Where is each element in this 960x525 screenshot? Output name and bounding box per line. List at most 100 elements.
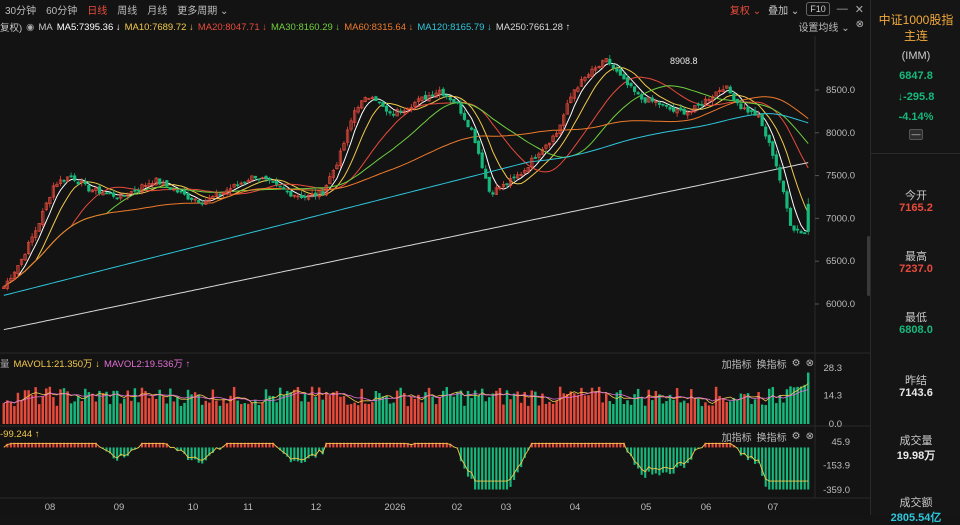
ma250-value: MA250:7661.28 ↑ <box>495 21 571 33</box>
candle-body <box>406 108 410 111</box>
candle-body <box>34 230 38 238</box>
volume-bar <box>45 388 48 424</box>
volume-bar <box>640 397 643 424</box>
volume-bar <box>725 402 728 424</box>
candle-body <box>693 105 697 113</box>
candle-body <box>48 197 52 204</box>
volume-bar <box>601 402 604 424</box>
panel-scrollbar[interactable] <box>867 236 870 296</box>
candle-body <box>533 157 537 159</box>
tab-60min[interactable]: 60分钟 <box>46 5 78 17</box>
volume-bar <box>395 390 399 424</box>
candle-body <box>611 64 615 69</box>
volume-bar <box>622 403 626 424</box>
volume-bar <box>672 399 675 424</box>
volume-bar <box>488 397 491 424</box>
candle-body <box>335 164 339 169</box>
close-icon[interactable]: ✕ <box>854 3 864 16</box>
candle-body <box>671 107 676 112</box>
candle-body <box>629 83 633 87</box>
candle-body <box>590 68 594 77</box>
candle-body <box>154 177 158 186</box>
candle-body <box>625 77 630 86</box>
minimize-icon[interactable]: — <box>836 3 848 15</box>
close-icon[interactable]: ⊗ <box>805 358 814 369</box>
close-icon[interactable]: ⊗ <box>805 431 814 442</box>
add-indicator-button[interactable]: 加指标 <box>721 360 752 371</box>
candle-body <box>636 92 640 95</box>
candle-body <box>469 127 474 130</box>
set-ma-button[interactable]: 设置均线 ⌄ <box>798 19 849 34</box>
candle-body <box>331 169 335 178</box>
volume-bar <box>94 401 98 424</box>
date-axis-label: 12 <box>311 502 322 513</box>
overlay-dropdown[interactable]: 叠加 ⌄ <box>768 2 799 17</box>
tab-monthly[interactable]: 月线 <box>147 5 168 17</box>
candle-body <box>615 68 619 72</box>
candle-body <box>129 191 133 195</box>
candle-body <box>384 105 389 112</box>
adjust-dropdown[interactable]: 复权 ⌄ <box>730 2 761 17</box>
tab-more-periods[interactable]: 更多周期 ⌄ <box>172 2 233 17</box>
volume-bar <box>760 404 764 424</box>
candle-body <box>484 168 488 179</box>
volume-bar <box>105 391 108 424</box>
ma30-value: MA30:8160.29 ↓ <box>271 21 341 33</box>
switch-indicator-button[interactable]: 换指标 <box>756 433 787 444</box>
candle-body <box>345 129 350 143</box>
candle-body <box>402 110 406 114</box>
volume-bar <box>222 399 225 424</box>
candle-body <box>367 98 371 100</box>
candle-body <box>76 181 80 185</box>
candle-body <box>423 94 428 100</box>
close-panel-icon[interactable]: ⊗ <box>855 19 864 30</box>
candle-body <box>664 105 669 107</box>
volume-bar <box>278 387 282 424</box>
volume-bar <box>580 387 583 424</box>
candle-body <box>314 192 318 197</box>
volume-bar <box>534 391 537 424</box>
ma120-line <box>3 113 809 296</box>
volume-bar <box>729 401 732 424</box>
volume-bar <box>746 393 750 424</box>
candle-body <box>519 174 523 176</box>
volume-bar <box>438 396 441 424</box>
volume-bar <box>353 402 356 424</box>
candle-body <box>445 94 449 97</box>
volume-bar <box>743 394 746 424</box>
kline-chart[interactable]: 8500.0 8000.0 7500.0 7000.0 6500.0 6000.0 28.3… <box>0 0 870 515</box>
eye-icon[interactable]: ◉ <box>26 21 35 33</box>
add-indicator-button[interactable]: 加指标 <box>721 433 752 444</box>
toolbar-right: 复权 ⌄ 叠加 ⌄ F10 — ✕ <box>730 0 864 18</box>
candle-body <box>182 190 187 195</box>
f10-button[interactable]: F10 <box>806 2 830 16</box>
tab-30min[interactable]: 30分钟 <box>5 5 37 17</box>
candle-body <box>381 102 385 107</box>
volume-bar <box>27 390 30 424</box>
volume-bar <box>757 392 760 424</box>
candle-body <box>434 92 438 98</box>
price-change: ↓-295.8 <box>897 91 935 103</box>
candle-body <box>104 192 109 195</box>
gear-icon[interactable]: ⚙ <box>791 431 801 442</box>
price-tick-label: 8000.0 <box>826 128 855 139</box>
volume-bar <box>193 392 197 424</box>
volume-bar <box>679 402 682 424</box>
volume-bar <box>789 386 792 424</box>
switch-indicator-button[interactable]: 换指标 <box>756 360 787 371</box>
tab-daily[interactable]: 日线 <box>87 5 108 17</box>
volume-bar <box>130 400 133 424</box>
candle-body <box>374 96 378 102</box>
chart-area[interactable]: 8500.0 8000.0 7500.0 7000.0 6500.0 6000.0 28.3… <box>0 0 870 515</box>
candle-body <box>597 66 601 68</box>
candle-body <box>700 104 704 106</box>
gear-icon[interactable]: ⚙ <box>791 358 801 369</box>
candle-body <box>505 183 509 186</box>
ma-settings: 设置均线 ⌄ ⊗ <box>798 19 864 34</box>
tab-weekly[interactable]: 周线 <box>117 5 138 17</box>
date-axis-label: 07 <box>768 502 779 513</box>
collapse-button[interactable]: — <box>909 129 923 140</box>
candle-body <box>353 110 357 123</box>
volume-bar <box>101 393 105 424</box>
volume-bar <box>665 401 668 424</box>
